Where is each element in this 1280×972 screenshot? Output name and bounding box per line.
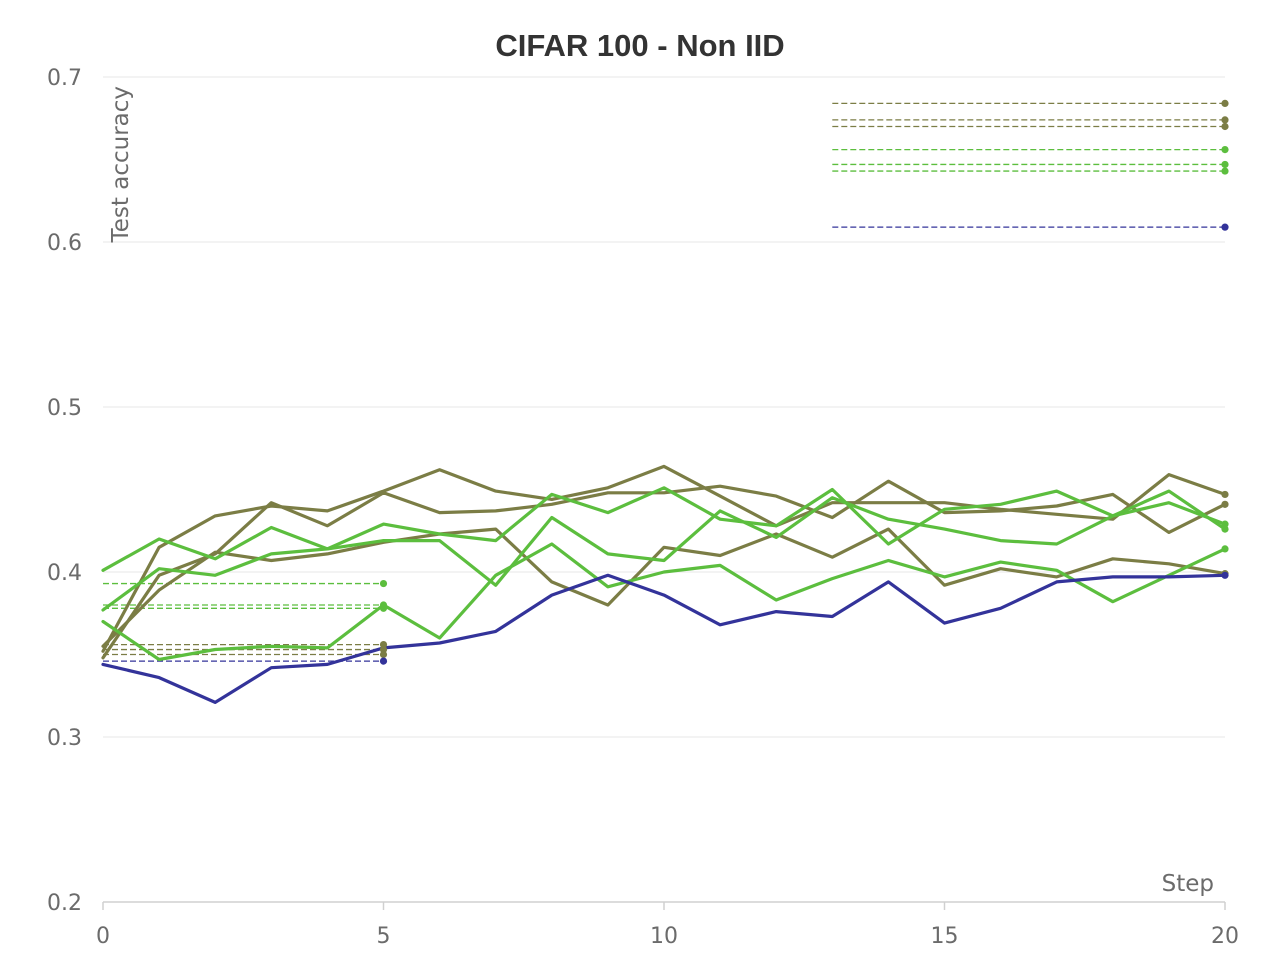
x-tick-label: 0 xyxy=(96,924,110,949)
series-line xyxy=(101,496,1227,612)
y-tick-label: 0.6 xyxy=(47,231,82,256)
x-tick-labels: 0 5 10 15 20 xyxy=(96,924,1239,949)
x-tick-label: 5 xyxy=(377,924,391,949)
series-line xyxy=(101,464,1227,653)
series-end-point xyxy=(1221,490,1229,499)
reference-end-point xyxy=(1221,99,1229,107)
series-line xyxy=(101,486,1227,572)
reference-end-point xyxy=(1221,122,1229,131)
reference-end-point xyxy=(1221,223,1229,231)
reference-end-point xyxy=(1221,167,1229,175)
reference-end-point xyxy=(1221,116,1229,124)
series-line xyxy=(101,479,1227,660)
y-tick-label: 0.4 xyxy=(47,561,82,586)
x-tick-label: 15 xyxy=(931,924,959,949)
y-tick-label: 0.5 xyxy=(47,396,82,421)
reference-end-point xyxy=(379,650,388,659)
x-tick-label: 20 xyxy=(1211,924,1239,949)
grid-lines xyxy=(103,76,1225,738)
series-end-point xyxy=(1221,520,1229,528)
reference-end-point xyxy=(379,657,388,665)
axes xyxy=(102,901,1226,910)
y-tick-labels: 0.2 0.3 0.4 0.5 0.6 0.7 xyxy=(47,66,82,916)
reference-end-point xyxy=(379,641,388,649)
reference-end-point xyxy=(1221,160,1229,169)
y-axis-label: Test accuracy xyxy=(108,86,134,243)
series-end-point xyxy=(1221,500,1229,508)
series-line xyxy=(101,573,1227,704)
series-line xyxy=(101,542,1227,662)
series-end-point xyxy=(1221,525,1229,533)
chart-title: CIFAR 100 - Non IID xyxy=(495,28,784,63)
y-tick-label: 0.2 xyxy=(47,891,82,916)
reference-end-point xyxy=(1221,146,1229,154)
series-end-point xyxy=(1221,545,1229,553)
reference-end-point xyxy=(379,579,388,588)
series-end-point xyxy=(1221,571,1229,579)
y-tick-label: 0.3 xyxy=(47,726,82,751)
series-lines xyxy=(101,464,1227,704)
series-line xyxy=(101,527,1227,648)
y-tick-label: 0.7 xyxy=(47,66,82,91)
reference-end-point xyxy=(379,604,388,612)
end-markers xyxy=(379,99,1229,665)
x-axis-label: Step xyxy=(1162,871,1214,897)
reference-end-point xyxy=(379,645,388,654)
x-tick-label: 10 xyxy=(650,924,678,949)
